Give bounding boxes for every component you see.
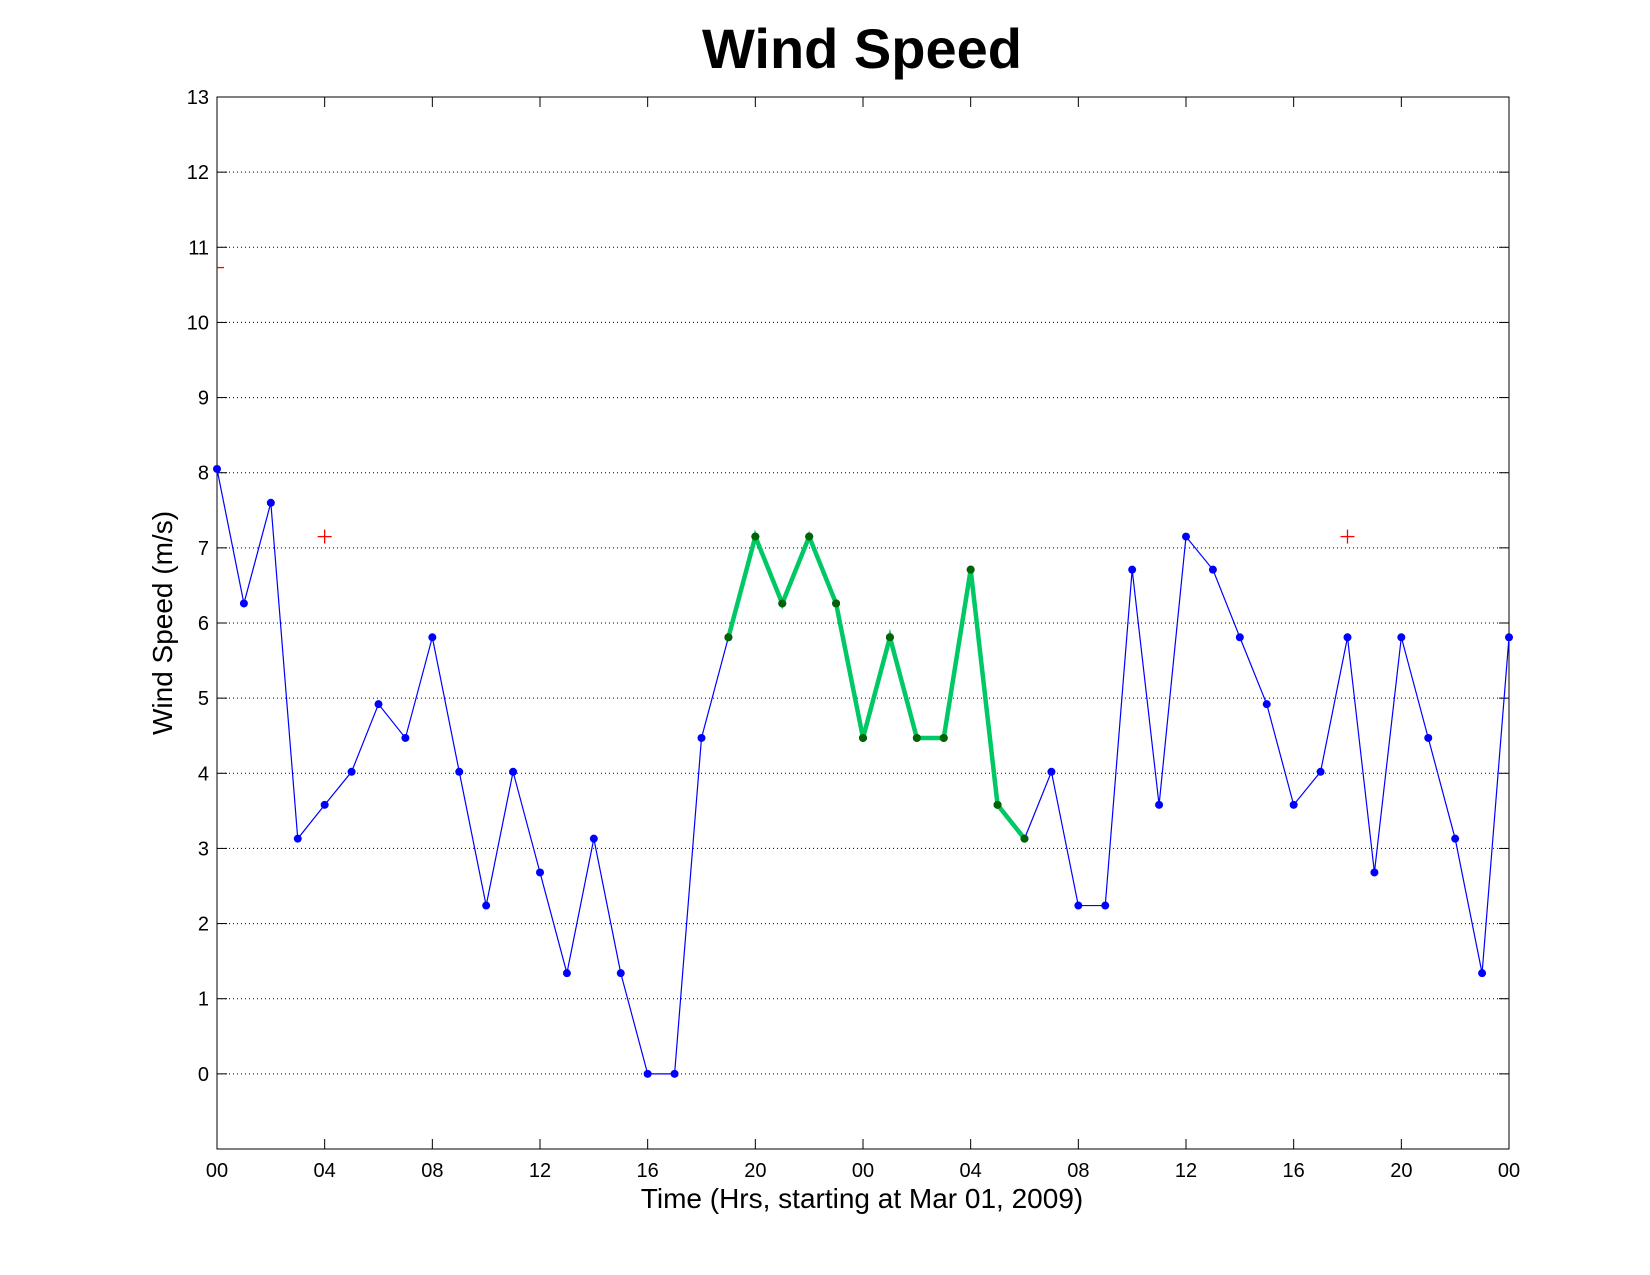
series-0-point-15: [616, 969, 625, 978]
series-0-point-48: [1505, 633, 1513, 642]
series-1-point-7: [912, 733, 921, 742]
series-1-point-11: [1020, 834, 1029, 843]
series-1-point-6: [885, 633, 894, 642]
series-1-point-10: [993, 800, 1002, 809]
x-tick-label-10: 16: [1283, 1160, 1305, 1182]
series-0-point-44: [1397, 633, 1406, 642]
series-0-point-14: [589, 834, 598, 843]
y-tick-label-13: 13: [187, 87, 209, 109]
x-tick-label-3: 12: [529, 1160, 551, 1182]
series-0-point-10: [482, 901, 491, 910]
series-0-point-36: [1182, 532, 1190, 541]
series-0-point-32: [1074, 901, 1083, 910]
series-0-point-46: [1451, 834, 1460, 843]
y-tick-label-4: 4: [198, 763, 209, 785]
series-layer: [213, 464, 1513, 1078]
series-0-point-35: [1155, 800, 1164, 809]
series-0-point-39: [1262, 700, 1271, 709]
series-1-point-4: [832, 599, 841, 608]
series-0-point-18: [697, 733, 706, 742]
x-tick-label-9: 12: [1175, 1160, 1197, 1182]
plus-marker-2: [1340, 529, 1355, 544]
y-tick-label-5: 5: [198, 688, 209, 710]
series-0-point-16: [643, 1069, 652, 1078]
y-tick-label-12: 12: [187, 162, 209, 184]
series-0-point-43: [1370, 868, 1379, 877]
series-0-point-8: [428, 633, 437, 642]
series-0-point-5: [347, 767, 356, 776]
x-tick-label-5: 20: [744, 1160, 766, 1182]
series-0-point-3: [293, 834, 302, 843]
series-0-point-1: [239, 599, 248, 608]
y-tick-label-3: 3: [198, 838, 209, 860]
series-0-point-45: [1424, 733, 1433, 742]
plus-marker-1: [317, 529, 332, 544]
series-0-point-0: [213, 464, 221, 473]
series-0-point-37: [1208, 565, 1217, 574]
x-tick-labels: 00 04 08 12 16 20 00 04 08 12 16 20 00: [206, 1160, 1520, 1182]
y-tick-label-10: 10: [187, 312, 209, 334]
series-0-point-33: [1101, 901, 1110, 910]
series-1-point-2: [778, 599, 787, 608]
axis-ticks: [216, 96, 1510, 1149]
series-0-point-47: [1478, 969, 1487, 978]
series-1-point-5: [859, 733, 867, 742]
y-tick-label-8: 8: [198, 463, 209, 485]
series-1-point-3: [805, 532, 814, 541]
series-0-point-7: [401, 733, 410, 742]
y-tick-label-7: 7: [198, 538, 209, 560]
series-1-point-9: [966, 565, 975, 574]
series-0-point-9: [455, 767, 464, 776]
series-0-point-12: [536, 868, 544, 877]
series-0-point-34: [1128, 565, 1137, 574]
chart-title: Wind Speed: [702, 17, 1022, 80]
series-0-point-38: [1235, 633, 1244, 642]
x-tick-label-4: 16: [637, 1160, 659, 1182]
red-plus-markers: [217, 266, 1355, 544]
series-1-point-0: [724, 633, 733, 642]
x-tick-label-7: 04: [960, 1160, 982, 1182]
y-axis-label: Wind Speed (m/s): [147, 511, 178, 735]
series-0-point-42: [1343, 633, 1352, 642]
series-0-point-31: [1047, 767, 1056, 776]
series-0-line: [216, 468, 1510, 1075]
series-0-point-40: [1289, 800, 1298, 809]
x-tick-label-0: 00: [206, 1160, 228, 1182]
series-0-point-11: [509, 767, 518, 776]
x-tick-label-12: 00: [1498, 1160, 1520, 1182]
series-0-point-2: [266, 498, 275, 507]
plot-area-frame: [216, 96, 1510, 1150]
y-tick-label-11: 11: [188, 237, 209, 259]
x-tick-label-2: 08: [421, 1160, 443, 1182]
y-tick-label-6: 6: [198, 613, 209, 635]
x-tick-label-1: 04: [314, 1160, 336, 1182]
x-tick-label-6: 00: [852, 1160, 874, 1182]
x-axis-label: Time (Hrs, starting at Mar 01, 2009): [641, 1183, 1083, 1214]
y-tick-label-1: 1: [198, 989, 209, 1011]
series-0-point-4: [320, 800, 329, 809]
series-1-point-1: [751, 532, 760, 541]
series-1-line: [726, 529, 1027, 841]
series-0-point-41: [1316, 767, 1325, 776]
series-0-point-17: [670, 1069, 679, 1078]
series-0-point-6: [374, 700, 383, 709]
series-1-point-8: [939, 733, 948, 742]
series-0-point-13: [562, 969, 571, 978]
y-gridlines: [217, 171, 1509, 1075]
x-tick-label-11: 20: [1390, 1160, 1412, 1182]
y-tick-label-9: 9: [198, 388, 209, 410]
x-tick-label-8: 08: [1067, 1160, 1089, 1182]
y-tick-label-2: 2: [198, 914, 209, 936]
y-tick-label-0: 0: [198, 1064, 209, 1086]
